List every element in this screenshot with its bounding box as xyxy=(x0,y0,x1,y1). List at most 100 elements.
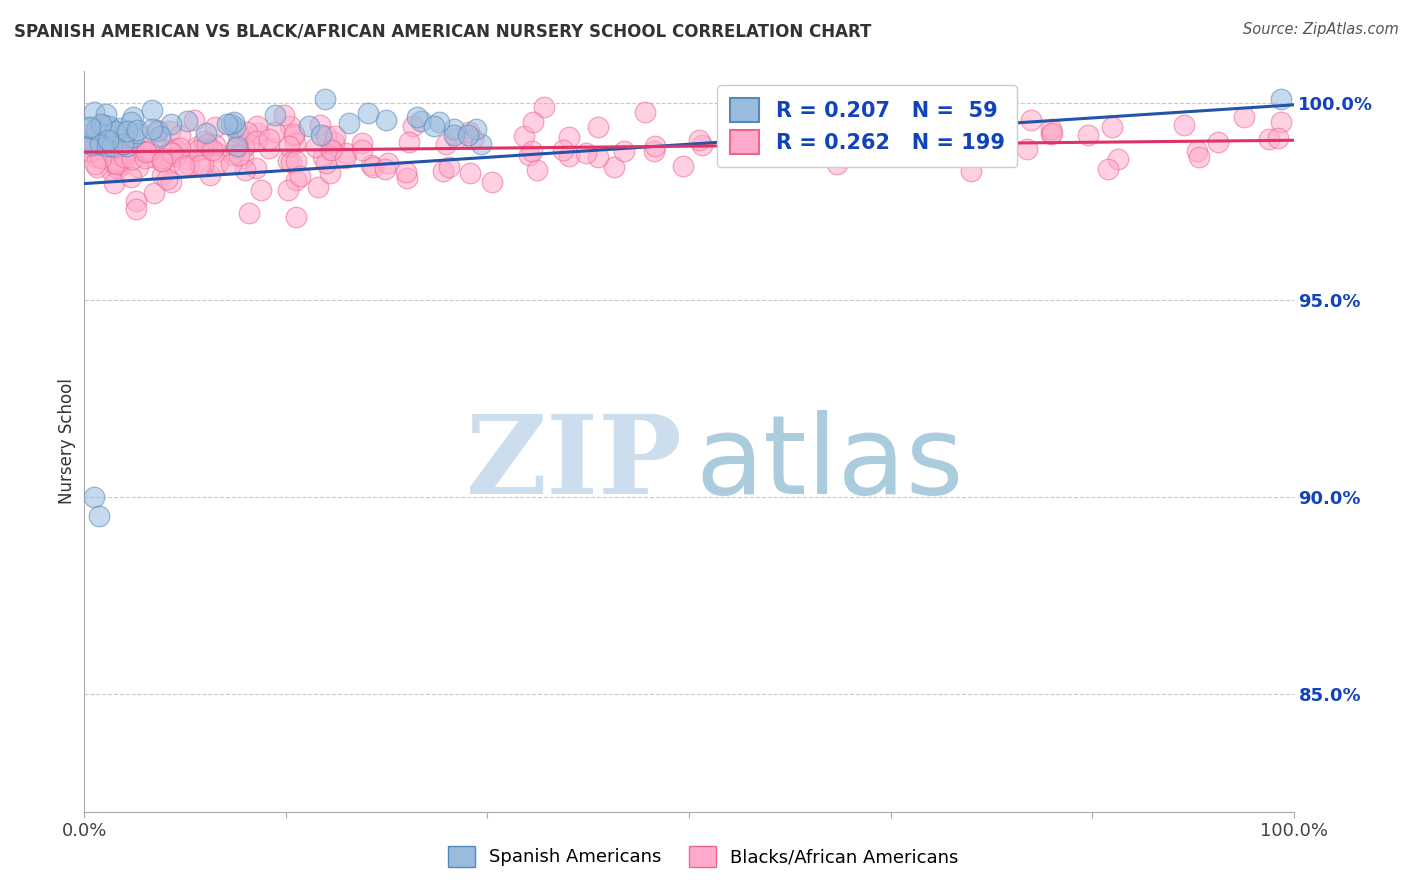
Point xyxy=(79,127,101,141)
Point xyxy=(1206,135,1229,149)
Point xyxy=(464,122,486,136)
Point xyxy=(156,172,179,186)
Point xyxy=(120,115,142,129)
Point xyxy=(115,124,138,138)
Point xyxy=(284,136,307,150)
Point xyxy=(443,128,465,142)
Point xyxy=(350,143,373,157)
Point xyxy=(395,164,418,178)
Point xyxy=(83,490,105,504)
Point xyxy=(145,123,167,137)
Point xyxy=(333,151,356,165)
Point xyxy=(1040,121,1063,136)
Point xyxy=(825,157,848,171)
Point xyxy=(117,138,139,153)
Text: ZIP: ZIP xyxy=(467,410,683,517)
Point xyxy=(1270,92,1292,106)
Point xyxy=(814,120,837,134)
Point xyxy=(125,202,148,217)
Point xyxy=(138,145,160,159)
Point xyxy=(193,134,215,148)
Point xyxy=(1267,131,1289,145)
Point xyxy=(160,117,183,131)
Point xyxy=(807,128,830,143)
Point xyxy=(176,114,198,128)
Point xyxy=(177,152,200,166)
Point xyxy=(93,119,115,133)
Point xyxy=(125,194,148,209)
Point xyxy=(748,120,770,135)
Point xyxy=(83,104,105,119)
Point xyxy=(444,131,467,145)
Point xyxy=(169,128,191,142)
Point xyxy=(1039,127,1062,141)
Point xyxy=(931,147,953,161)
Point xyxy=(427,115,450,129)
Point xyxy=(928,148,950,162)
Point xyxy=(558,130,581,145)
Point xyxy=(121,152,143,166)
Point xyxy=(277,139,299,153)
Point xyxy=(127,160,149,174)
Point xyxy=(159,155,181,169)
Point xyxy=(135,145,157,160)
Point xyxy=(193,142,215,156)
Point xyxy=(259,132,281,146)
Point xyxy=(83,157,105,171)
Point xyxy=(350,136,373,150)
Point xyxy=(169,141,191,155)
Point xyxy=(644,139,666,153)
Point xyxy=(195,126,218,140)
Point xyxy=(1173,118,1195,132)
Point xyxy=(108,132,131,146)
Point xyxy=(96,139,118,153)
Point xyxy=(226,139,249,153)
Point xyxy=(173,159,195,173)
Point xyxy=(284,154,307,169)
Point xyxy=(754,131,776,145)
Point xyxy=(236,125,259,139)
Point xyxy=(150,151,173,165)
Point xyxy=(127,126,149,140)
Point xyxy=(315,156,337,170)
Point xyxy=(983,100,1005,114)
Point xyxy=(120,169,142,184)
Point xyxy=(285,173,308,187)
Point xyxy=(312,150,335,164)
Point xyxy=(90,151,112,165)
Point xyxy=(79,120,101,135)
Point xyxy=(190,158,212,172)
Point xyxy=(122,130,145,145)
Point xyxy=(321,144,343,158)
Point xyxy=(1257,131,1279,145)
Point xyxy=(672,159,695,173)
Point xyxy=(357,105,380,120)
Point xyxy=(98,119,121,133)
Point xyxy=(1077,128,1099,142)
Point xyxy=(165,149,187,163)
Point xyxy=(1188,150,1211,164)
Point xyxy=(533,100,555,114)
Point xyxy=(920,122,942,136)
Point xyxy=(375,112,398,127)
Point xyxy=(105,161,128,176)
Point xyxy=(96,107,118,121)
Point xyxy=(458,125,481,139)
Point xyxy=(142,186,165,201)
Point xyxy=(409,113,432,128)
Point xyxy=(225,141,247,155)
Point xyxy=(688,133,710,147)
Point xyxy=(232,151,254,165)
Point xyxy=(195,136,218,151)
Point xyxy=(481,175,503,189)
Point xyxy=(233,162,256,177)
Point xyxy=(97,133,120,147)
Point xyxy=(264,108,287,122)
Point xyxy=(103,155,125,169)
Point xyxy=(163,142,186,156)
Point xyxy=(104,153,127,168)
Point xyxy=(122,143,145,157)
Point xyxy=(526,163,548,178)
Point xyxy=(1270,115,1292,129)
Point xyxy=(146,124,169,138)
